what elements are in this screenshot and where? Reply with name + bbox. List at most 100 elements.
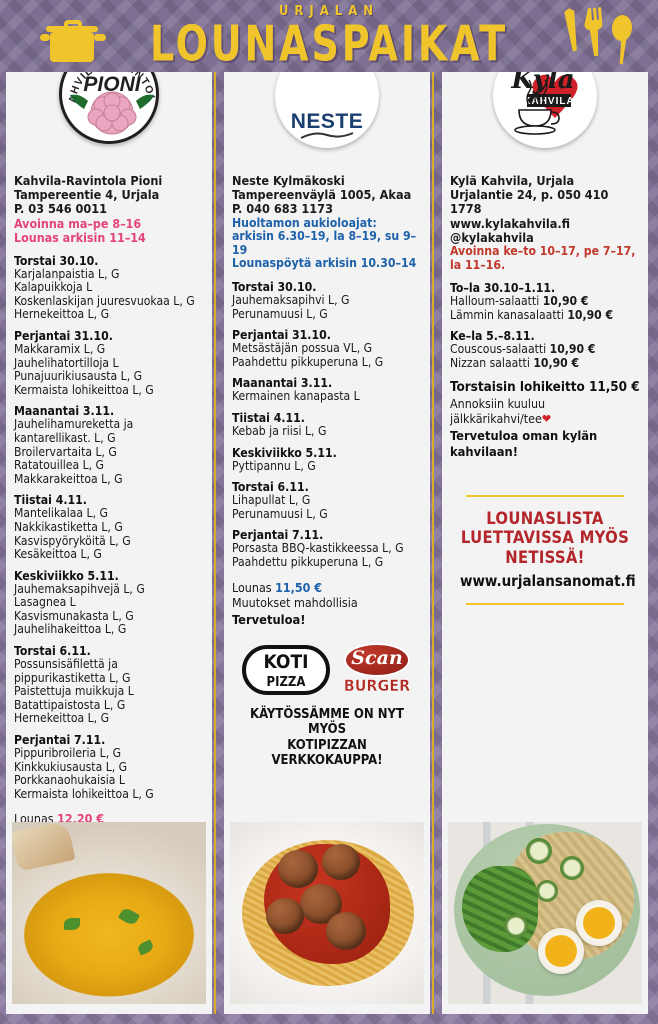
menu-dish: Kesäkeittoa L, G [14,547,102,562]
zucchini-slice [504,914,528,938]
meatball [278,850,318,888]
promo-line-1: KÄYTÖSSÄMME ON NYT MYÖS [250,706,404,738]
rice-salad-egg-photo [448,822,642,1004]
herb-garnish [117,906,141,927]
menu-day-heading: Torstai 30.10. [232,279,317,294]
menu-dish: Kermainen kanapasta L [232,389,360,404]
menu-dish: Possunsisäfilettä ja pippurikastiketta L… [14,657,131,685]
menu-dish: Metsästäjän possua VL, G [232,341,373,356]
scanburger-wordmark-burger: BURGER [343,675,411,695]
menu-day-heading: Torstai 30.10. [14,253,99,268]
menu-dish: Broilervartaita L, G [14,444,117,459]
menu-dish: Jauhelihamureketta ja kantarellikast. L,… [14,417,134,445]
venue-website[interactable]: www.kylakahvila.fi [450,215,571,231]
menu-dish: Lämmin kanasalaatti 10,90 € [450,308,640,323]
promo-text: KÄYTÖSSÄMME ON NYT MYÖS KOTIPIZZAN VERKK… [232,707,422,769]
venue-phone: P. 040 683 1173 [232,201,333,217]
promo-line-2: KOTIPIZZAN VERKKOKAUPPA! [271,737,383,769]
neste-wordmark: NESTE [291,110,364,133]
venue-address: Urjalantie 24, p. 050 410 1778 [450,187,609,217]
heart-icon: ❤ [541,410,552,426]
menu-dish: Jauhemaksapihvi L, G [232,292,350,307]
menu-dish-name: Couscous-salaatti [450,342,550,357]
changes-note: Muutokset mahdollisia [232,594,358,610]
kotipizza-logo: KOTI PIZZA [242,644,330,695]
menu-dish: Kalapuikkoja L [14,280,93,295]
menu-day-heading: Keskiviikko 5.11. [232,445,337,460]
kyla-logo-area: Kylä KAHVILA [442,72,648,174]
page-header: URJALAN LOUNASPAIKAT [0,0,658,72]
zucchini-slice [526,838,552,864]
menu-dish: Halloum-salaatti 10,90 € [450,294,640,309]
menu-dish: Couscous-salaatti 10,90 € [450,343,640,357]
netissa-url[interactable]: www.urjalansanomat.fi [460,572,636,591]
restaurant-column-neste: NESTE Neste Kylmäkoski Tampereenväylä 10… [224,72,430,1014]
header-text: URJALAN LOUNASPAIKAT [0,4,658,70]
menu-day-heading: Torstai 6.11. [232,480,309,495]
scanburger-logo: Scan BURGER [342,642,412,697]
pioni-logo: KAHVILA-RAVINTOLA PIONI [59,72,159,144]
spaghetti-meatballs-photo [230,822,424,1004]
special-dish: Torstaisin lohikeitto 11,50 € [450,379,640,395]
neste-logo-area: NESTE [224,72,430,174]
menu-dish: Kermaista lohikeittoa L, G [14,382,154,397]
opening-hours-1: Avoinna ma–pe 8–16 [14,215,142,231]
meatball [266,898,304,934]
opening-hours-2: la 11–16. [450,257,506,272]
menu-dish: Nizzan salaatti 10,90 € [450,355,640,371]
menu-dish-price: 10,90 € [549,342,596,357]
menu-list: Torstai 30.10. Jauhemaksapihvi L, G Peruna… [232,280,422,570]
menu-list: To–la 30.10–1.11. Halloum-salaatti 10,90 … [450,281,640,370]
meatball [322,844,360,880]
menu-dish: Ratatouillea L, G [14,458,104,473]
column-gutter-1 [206,72,224,1014]
kotipizza-wordmark-bottom: PIZZA [266,674,306,690]
netissa-ad-box[interactable]: LOUNASLISTA LUETTAVISSA MYÖS NETISSÄ! ww… [460,483,636,616]
netissa-title: LOUNASLISTA LUETTAVISSA MYÖS NETISSÄ! [460,508,630,567]
menu-dish: Jauhelihakeittoa L, G [14,622,127,637]
menu-dish: Karjalanpaistia L, G [14,266,120,281]
menu-dish: Perunamuusi L, G [232,306,328,321]
menu-dish: Porkkanaohukaisia L [14,773,125,788]
pumpkin-soup-photo [12,822,206,1004]
menu-dish: Nakkikastiketta L, G [14,519,123,534]
header-kicker: URJALAN [278,4,380,19]
menu-dish: Pippuribroileria L, G [14,746,122,761]
venue-address: Tampereenväylä 1005, Akaa [232,187,412,203]
page-title: LOUNASPAIKAT [149,15,509,72]
promo-logos: KOTI PIZZA Scan BURGER [232,642,422,697]
kahvila-wordmark: KAHVILA [523,96,574,107]
menu-dish-price: 10,90 € [533,355,580,370]
bread-shape [12,822,76,872]
menu-day-heading: Perjantai 31.10. [14,328,113,343]
rule-bottom [466,603,624,606]
dessert-note: Annoksiin kuuluu jälkkärikahvi/tee❤ [450,396,640,426]
pioni-content: Kahvila-Ravintola Pioni Tampereentie 4, … [6,173,212,845]
price-value: 11,50 € [275,579,323,595]
pioni-logo-area: KAHVILA-RAVINTOLA PIONI [6,72,212,174]
neste-logo: NESTE [275,72,379,148]
restaurant-column-kyla-kahvila: Kylä KAHVILA Kylä Kahvil [442,72,648,1014]
menu-dish: Jauhemaksapihvejä L, G [14,581,145,596]
menu-dish: Kinkkukiusausta L, G [14,759,128,774]
meatball [326,912,366,950]
menu-dish: Perunamuusi L, G [232,506,328,521]
menu-dish: Pyttipannu L, G [232,458,316,473]
venue-social-handle[interactable]: @kylakahvila [450,229,534,245]
menu-day-heading: Perjantai 31.10. [232,328,331,343]
menu-day-heading: Tiistai 4.11. [14,493,87,508]
kotipizza-wordmark-top: KOTI [263,650,309,673]
herbs-shape [462,866,538,952]
neste-content: Neste Kylmäkoski Tampereenväylä 1005, Ak… [224,173,430,769]
price-label: Lounas [232,579,272,595]
scanburger-wordmark-scan: Scan [351,646,403,669]
menu-dish: Kermaista lohikeittoa L, G [14,786,154,801]
kyla-kahvila-logo: Kylä KAHVILA [493,72,597,148]
menu-list: Torstai 30.10. Karjalanpaistia L, G Kalapu… [14,254,204,802]
menu-dish: Hernekeittoa L, G [14,307,110,322]
cooking-pot-icon [40,20,106,62]
boiled-egg-half [538,928,584,974]
menu-dish: Hernekeittoa L, G [14,711,110,726]
welcome-text: Tervetuloa! [232,612,306,628]
